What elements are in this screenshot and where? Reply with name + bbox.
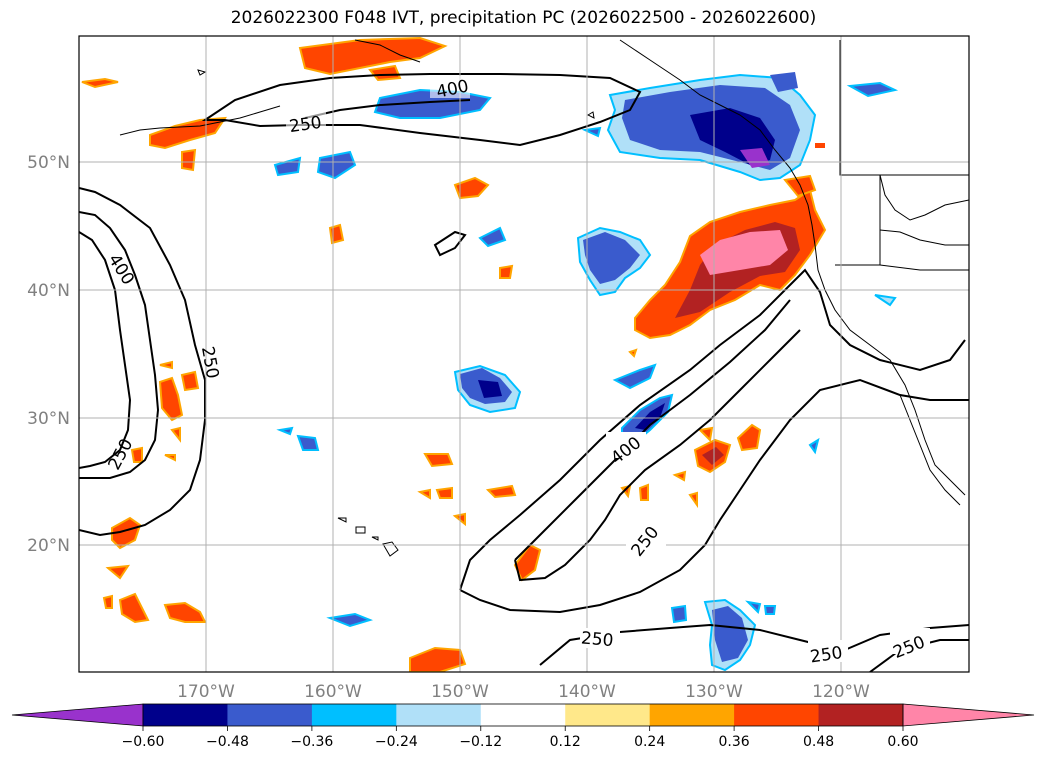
colorbar-extend-min xyxy=(11,703,144,727)
lat-tick-label: 20°N xyxy=(27,536,70,556)
lon-tick-label: 140°W xyxy=(558,682,616,702)
map-frame xyxy=(78,35,970,673)
colorbar-tick-label: −0.36 xyxy=(290,734,333,750)
islands xyxy=(197,69,595,557)
precip-anomaly-north xyxy=(298,36,448,76)
colorbar-tick-label: −0.48 xyxy=(206,734,249,750)
colorbar-tick-label: −0.12 xyxy=(459,734,502,750)
lat-tick-label: 50°N xyxy=(27,153,70,173)
contour-label: 250 xyxy=(809,643,844,667)
colorbar-segment xyxy=(480,704,566,726)
coastlines xyxy=(119,39,969,506)
longitude-axis-labels: 170°W 160°W 150°W 140°W 130°W 120°W xyxy=(177,682,870,702)
lat-tick-label: 40°N xyxy=(27,281,70,301)
lon-tick-label: 130°W xyxy=(685,682,743,702)
colorbar-segment xyxy=(143,704,228,726)
colorbar: −0.60 −0.48 −0.36 −0.24 −0.12 0.12 0.24 0.36 0.4… xyxy=(11,703,1035,750)
colorbar-tick-label: −0.60 xyxy=(122,734,165,750)
contour-label: 250 xyxy=(197,345,222,380)
colorbar-frame xyxy=(142,703,904,727)
colorbar-segment xyxy=(227,704,313,726)
colorbar-segment xyxy=(396,704,482,726)
colorbar-tick-label: −0.24 xyxy=(375,734,418,750)
contour-label: 250 xyxy=(580,628,614,651)
precipitation-field xyxy=(81,36,899,672)
lon-tick-label: 170°W xyxy=(177,682,235,702)
latitude-axis-labels: 50°N 40°N 30°N 20°N xyxy=(27,153,70,556)
contour-label: 250 xyxy=(288,113,323,137)
lon-tick-label: 150°W xyxy=(431,682,489,702)
ivt-contours xyxy=(79,73,969,672)
colorbar-segment xyxy=(565,704,651,726)
colorbar-segment xyxy=(734,704,820,726)
colorbar-tick-label: 0.60 xyxy=(887,734,918,750)
lon-tick-label: 120°W xyxy=(812,682,870,702)
gridlines xyxy=(79,36,969,672)
colorbar-extend-max xyxy=(902,703,1035,727)
colorbar-segment xyxy=(311,704,397,726)
colorbar-tick-label: 0.48 xyxy=(803,734,834,750)
map-title: 2026022300 F048 IVT, precipitation PC (2… xyxy=(230,8,817,28)
colorbar-tick-label: 0.12 xyxy=(550,734,581,750)
contour-labels: 400 250 400 250 250 400 250 250 250 250 xyxy=(104,76,930,667)
colorbar-segment xyxy=(818,704,904,726)
colorbar-tick-label: 0.24 xyxy=(634,734,665,750)
lat-tick-label: 30°N xyxy=(27,409,70,429)
colorbar-tick-label: 0.36 xyxy=(719,734,750,750)
colorbar-segment xyxy=(649,704,735,726)
lon-tick-label: 160°W xyxy=(304,682,362,702)
